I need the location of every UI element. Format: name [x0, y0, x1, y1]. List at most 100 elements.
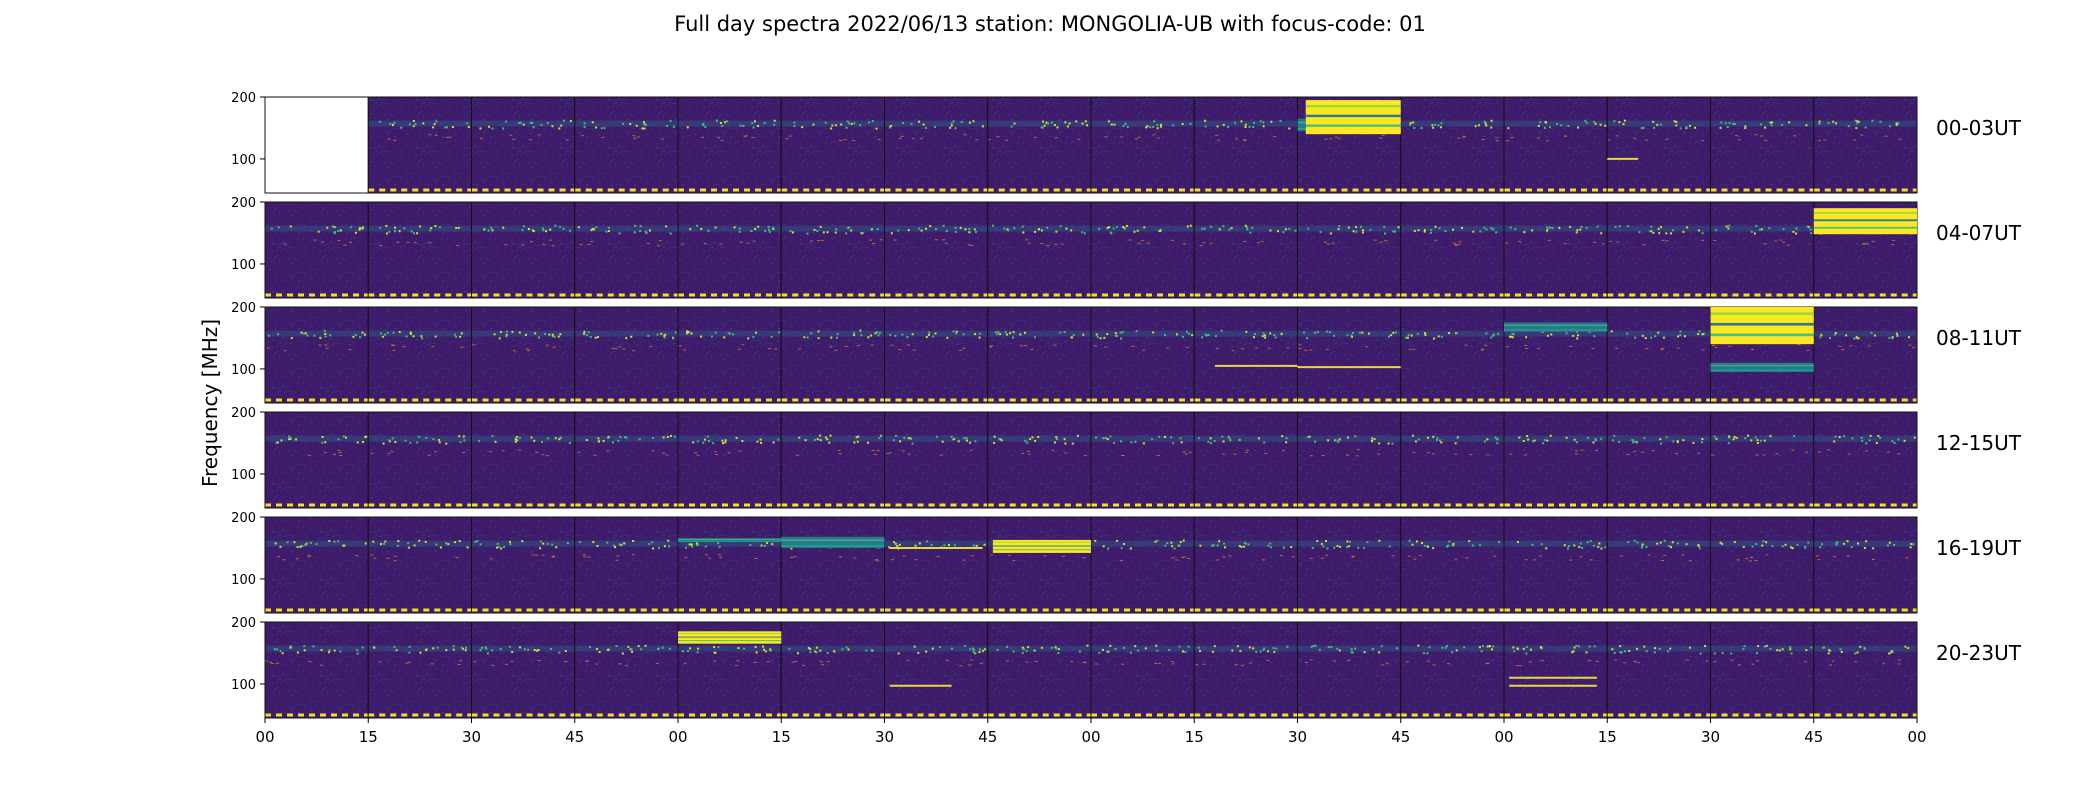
rfi-dot-orange	[1569, 345, 1573, 347]
rfi-dot	[1546, 226, 1549, 229]
rfi-dot	[715, 119, 718, 122]
rfi-dot	[978, 651, 981, 654]
rfi-dot-orange	[1797, 344, 1801, 346]
rfi-dot	[1793, 434, 1796, 437]
row-label: 04-07UT	[1936, 221, 2022, 245]
rfi-dot-orange	[545, 455, 549, 457]
rfi-dot	[952, 120, 955, 123]
rfi-dot	[870, 649, 873, 652]
rfi-dot-orange	[1083, 455, 1087, 457]
rfi-dot-orange	[1209, 242, 1213, 244]
rfi-dot-orange	[307, 454, 311, 456]
rfi-dot	[760, 544, 763, 547]
rfi-dot	[1872, 547, 1875, 550]
rfi-dot	[1835, 543, 1838, 546]
rfi-dot	[1877, 434, 1880, 437]
rfi-dot	[1480, 650, 1483, 653]
rfi-dot	[1634, 336, 1637, 339]
rfi-dot	[1328, 331, 1331, 334]
rfi-dot	[1789, 648, 1792, 651]
rfi-dot	[1626, 332, 1629, 335]
rfi-dot	[647, 334, 650, 337]
rfi-dot	[763, 544, 766, 547]
spectra-panel	[1297, 412, 1401, 508]
rfi-dot	[1430, 228, 1433, 231]
rfi-dot-orange	[694, 452, 698, 454]
x-tick-label: 00	[255, 728, 274, 746]
rfi-dot-orange	[893, 239, 897, 241]
rfi-dot	[742, 647, 745, 650]
rfi-dot	[1871, 119, 1874, 122]
rfi-dot	[1263, 441, 1266, 444]
rfi-dot-orange	[1061, 555, 1065, 557]
rfi-dot-orange	[1849, 345, 1853, 347]
rfi-dot	[1434, 123, 1437, 126]
rfi-dot-orange	[343, 244, 347, 246]
rfi-dot-orange	[1379, 137, 1383, 139]
spectra-panel	[781, 97, 885, 193]
rfi-dot	[1273, 650, 1276, 653]
rfi-dot	[1267, 544, 1270, 547]
rfi-dot	[1166, 542, 1169, 545]
rfi-dot	[490, 226, 493, 229]
rfi-dot	[1394, 331, 1397, 334]
rfi-dot	[1580, 225, 1583, 228]
rfi-dot	[1120, 440, 1123, 443]
rfi-dot	[950, 647, 953, 650]
rfi-dot-orange	[593, 454, 597, 456]
rfi-dot-orange	[809, 240, 813, 242]
rfi-dot-orange	[914, 559, 918, 561]
rfi-dot	[1338, 649, 1341, 652]
rfi-dot	[511, 330, 514, 333]
rfi-dot	[1230, 227, 1233, 230]
rfi-dot	[1357, 546, 1360, 549]
rfi-dot	[1107, 120, 1110, 123]
rfi-dot	[360, 227, 363, 230]
rfi-dot-orange	[534, 554, 538, 556]
rfi-dot	[1186, 225, 1189, 228]
rfi-dot	[1912, 543, 1915, 546]
rfi-dot	[996, 648, 999, 651]
strong-event-stripe	[1305, 104, 1401, 108]
rfi-dot	[459, 335, 462, 338]
rfi-dot	[1523, 231, 1526, 234]
rfi-dot	[1101, 648, 1104, 651]
rfi-dot	[1252, 336, 1255, 339]
rfi-dot	[460, 332, 463, 335]
rfi-dot-orange	[1817, 559, 1821, 561]
rfi-dot	[394, 226, 397, 229]
rfi-dot	[890, 124, 893, 127]
rfi-dot	[1702, 333, 1705, 336]
rfi-dot	[1751, 545, 1754, 548]
rfi-dot	[435, 120, 438, 123]
spectra-panel	[1710, 202, 1814, 298]
rfi-dot	[1755, 542, 1758, 545]
rfi-dot	[964, 228, 967, 231]
rfi-dot	[875, 127, 878, 130]
rfi-dot-orange	[1373, 239, 1377, 241]
strong-event	[992, 539, 1091, 553]
rfi-dot	[674, 331, 677, 334]
rfi-dot	[328, 651, 331, 654]
rfi-dot	[1694, 126, 1697, 129]
strong-event-stripe	[1710, 338, 1814, 342]
rfi-dot-orange	[1325, 349, 1329, 351]
rfi-dot	[1455, 649, 1458, 652]
rfi-dot	[1492, 334, 1495, 337]
rfi-dot	[1447, 544, 1450, 547]
rfi-dot	[1371, 648, 1374, 651]
rfi-dot	[880, 434, 883, 437]
rfi-dot	[521, 540, 524, 543]
rfi-dot-orange	[313, 239, 317, 241]
rfi-dot	[466, 122, 469, 125]
rfi-dot	[1789, 646, 1792, 649]
rfi-dot-orange	[1309, 349, 1313, 351]
rfi-dot	[1456, 436, 1459, 439]
rfi-dot-orange	[1846, 555, 1850, 557]
rfi-dot	[1120, 337, 1123, 340]
rfi-dot	[828, 441, 831, 444]
rfi-dot	[1234, 121, 1237, 124]
rfi-dot	[702, 123, 705, 126]
strong-event-stripe	[1813, 223, 1917, 225]
rfi-dot-orange	[633, 137, 637, 139]
